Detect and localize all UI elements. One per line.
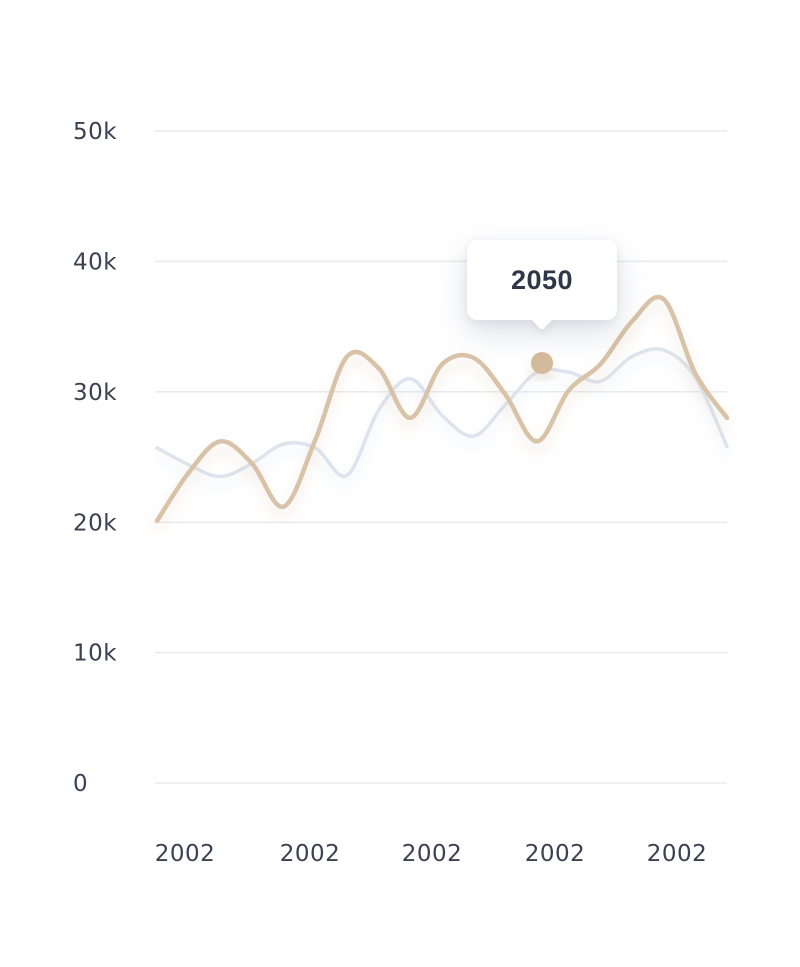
y-axis-tick-label: 10k <box>73 641 117 667</box>
series-line-foreground-line[interactable] <box>154 294 730 524</box>
y-axis-tick-label: 0 <box>73 771 88 797</box>
y-axis-labels: 50k 40k 30k 20k 10k 0 <box>73 119 117 797</box>
series-lines <box>154 294 730 524</box>
y-axis-tick-label: 50k <box>73 119 117 145</box>
y-axis-tick-label: 40k <box>73 249 117 275</box>
y-axis-tick-label: 30k <box>73 380 117 406</box>
gridlines <box>155 130 727 784</box>
x-axis-tick-label: 2002 <box>155 841 216 867</box>
marker-layer <box>531 352 553 374</box>
tooltip: 2050 <box>467 240 617 331</box>
tooltip-value: 2050 <box>510 264 574 295</box>
x-axis-tick-label: 2002 <box>402 841 463 867</box>
series-line-background-line[interactable] <box>155 347 729 479</box>
x-axis-labels: 2002 2002 2002 2002 2002 <box>155 841 708 867</box>
x-axis-tick-label: 2002 <box>525 841 586 867</box>
x-axis-tick-label: 2002 <box>647 841 708 867</box>
data-point-marker[interactable] <box>531 352 553 374</box>
x-axis-tick-label: 2002 <box>280 841 341 867</box>
y-axis-tick-label: 20k <box>73 510 117 536</box>
